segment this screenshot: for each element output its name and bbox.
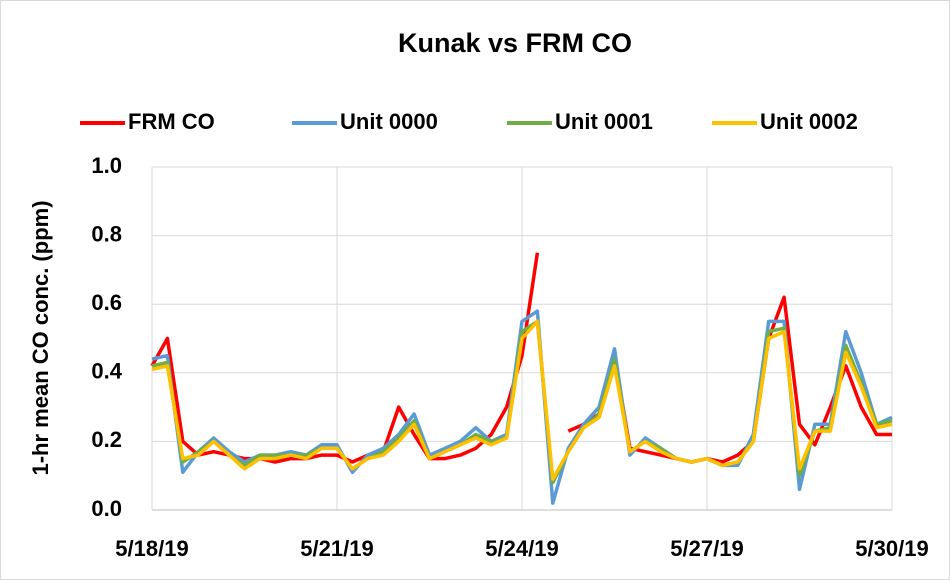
x-tick-label: 5/24/19 — [485, 536, 558, 561]
legend-label: FRM CO — [128, 109, 215, 134]
x-tick-label: 5/27/19 — [670, 536, 743, 561]
chart-title: Kunak vs FRM CO — [398, 28, 632, 58]
y-tick-label: 0.2 — [91, 427, 122, 452]
x-tick-label: 5/18/19 — [115, 536, 188, 561]
y-axis-label: 1-hr mean CO conc. (ppm) — [28, 200, 53, 475]
x-tick-label: 5/21/19 — [300, 536, 373, 561]
y-tick-label: 0.6 — [91, 290, 122, 315]
x-tick-label: 5/30/19 — [855, 536, 928, 561]
legend-label: Unit 0002 — [760, 109, 858, 134]
legend-label: Unit 0000 — [340, 109, 438, 134]
y-tick-label: 0.0 — [91, 496, 122, 521]
y-tick-label: 0.4 — [91, 359, 122, 384]
y-tick-label: 1.0 — [91, 153, 122, 178]
y-tick-label: 0.8 — [91, 221, 122, 246]
series-line — [151, 319, 893, 481]
legend-label: Unit 0001 — [555, 109, 653, 134]
series-line — [151, 319, 893, 485]
